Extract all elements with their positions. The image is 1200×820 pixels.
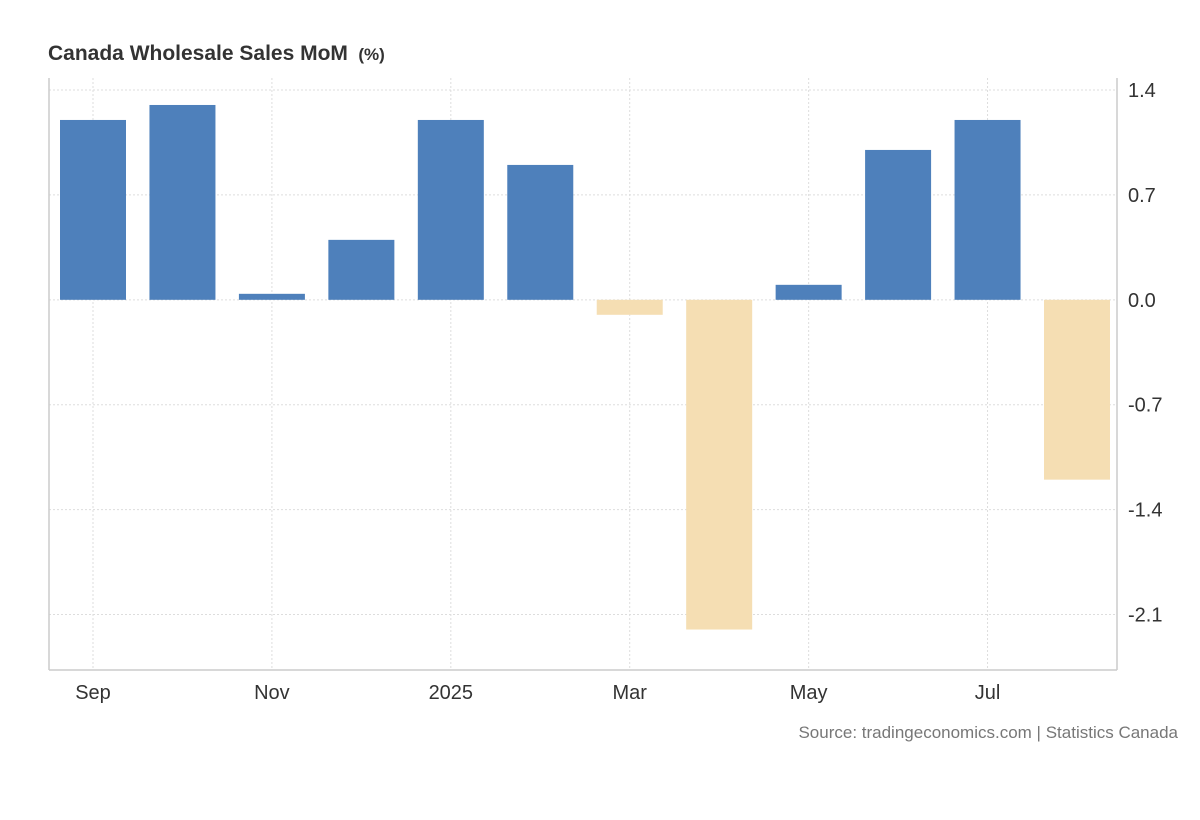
x-tick-label: Nov: [254, 682, 290, 704]
y-tick-label: -0.7: [1128, 395, 1162, 417]
bar-jan-2025: [417, 119, 484, 300]
chart-title: Canada Wholesale Sales MoM (%): [48, 42, 385, 65]
x-tick-label: Jul: [975, 682, 1001, 704]
bar-may-2025: [775, 284, 842, 300]
source-note: Source: tradingeconomics.com | Statistic…: [798, 723, 1178, 742]
bar-feb-2025: [507, 164, 574, 300]
bar-jun-2025: [865, 149, 932, 300]
y-tick-label: 0.0: [1128, 290, 1156, 312]
bar-dec-2024: [328, 239, 395, 300]
chart-title-text: Canada Wholesale Sales MoM: [48, 42, 348, 65]
bar-apr-2025: [686, 299, 753, 630]
grid: [49, 78, 1117, 670]
bar-nov-2024: [238, 293, 305, 300]
y-tick-label: -2.1: [1128, 605, 1162, 627]
bar-oct-2024: [149, 104, 216, 300]
y-axis-ticks: 1.4 0.7 0.0 -0.7 -1.4 -2.1: [1128, 80, 1162, 627]
y-tick-label: 0.7: [1128, 185, 1156, 207]
y-tick-label: -1.4: [1128, 500, 1162, 522]
x-tick-label: 2025: [429, 682, 474, 704]
bar-sep-2024: [60, 119, 126, 300]
axes: [48, 78, 1118, 671]
bar-jul-2025: [954, 119, 1021, 300]
x-tick-label: Sep: [75, 682, 111, 704]
x-tick-label: Mar: [613, 682, 648, 704]
bar-aug-2025: [1044, 299, 1110, 480]
bars: [60, 104, 1110, 630]
y-tick-label: 1.4: [1128, 80, 1156, 102]
bar-mar-2025: [596, 299, 663, 315]
chart-title-unit: (%): [358, 45, 384, 64]
x-tick-label: May: [790, 682, 828, 704]
x-axis-ticks: Sep Nov 2025 Mar May Jul: [75, 682, 1000, 704]
